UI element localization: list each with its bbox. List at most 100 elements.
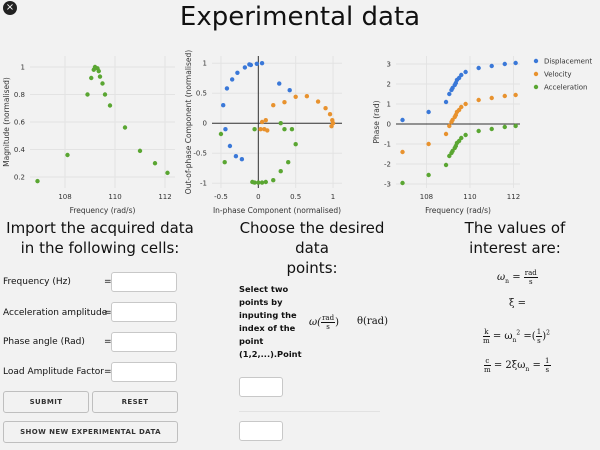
data-point <box>100 81 105 86</box>
data-point <box>329 124 334 129</box>
close-icon[interactable]: × <box>3 1 17 15</box>
data-point <box>289 127 295 132</box>
data-point <box>233 154 239 159</box>
data-point <box>122 125 128 130</box>
y-tick-label: 1 <box>21 64 25 72</box>
data-point <box>282 100 287 105</box>
y-tick-label: 2 <box>387 81 391 89</box>
legend-label: Velocity <box>544 71 571 79</box>
m-denominator: m <box>484 366 491 374</box>
legend-marker <box>533 84 539 90</box>
data-point <box>96 68 101 74</box>
omega-n-symbol: ω <box>497 272 506 283</box>
two-xi-omega-n: = 2ξω <box>493 360 526 371</box>
m-denominator: m <box>483 337 490 345</box>
acceleration-amplitude-input[interactable] <box>111 302 177 322</box>
show-new-experimental-data-button[interactable]: SHOW NEW EXPERIMENTAL DATA <box>3 421 178 443</box>
y-axis-label: Phase (rad) <box>372 100 381 143</box>
data-point <box>35 178 40 184</box>
x-tick-label: 108 <box>58 193 71 201</box>
data-point <box>271 103 276 108</box>
rad-numerator: rad <box>523 269 538 278</box>
data-point <box>252 127 257 132</box>
data-point <box>222 160 227 165</box>
c-numerator: c <box>484 357 491 366</box>
rad-per-s-fraction: rad s <box>523 269 538 286</box>
y-tick-label: 0 <box>387 121 391 129</box>
data-point <box>502 93 507 99</box>
reset-button[interactable]: RESET <box>92 391 178 413</box>
x-axis-label: Frequency (rad/s) <box>70 206 136 215</box>
data-point <box>489 63 494 69</box>
y-tick-label: 0.4 <box>14 146 26 154</box>
one-numerator: 1 <box>544 357 551 366</box>
y-tick-label: -3 <box>384 181 391 189</box>
y-tick-label: -1 <box>384 141 391 149</box>
omega-column-label: ω(rad s) <box>309 314 339 331</box>
data-point <box>252 180 257 185</box>
data-point <box>152 161 158 166</box>
frequency-label: Frequency (Hz) <box>3 277 71 287</box>
y-tick-label: -0.5 <box>193 150 207 158</box>
data-point <box>89 75 94 81</box>
data-point <box>137 148 143 154</box>
choose-heading-line1: Choose the desired data <box>239 219 385 257</box>
data-point <box>459 104 464 110</box>
rad-numerator: rad <box>321 314 336 323</box>
s-denominator: s <box>545 366 550 374</box>
page-title: Experimental data <box>179 2 421 32</box>
load-amplitude-factor-input[interactable] <box>111 362 177 382</box>
import-heading-line2: in the following cells: <box>20 239 180 257</box>
data-point <box>443 162 449 168</box>
data-point <box>218 131 224 137</box>
data-point <box>259 119 265 125</box>
point-index-input-1[interactable] <box>239 377 283 397</box>
phase-chart: 3 2 1 0 -1 -2 -3 108 110 112 Frequency (rad/s) Phas… <box>372 56 592 215</box>
y-tick-label: 0.8 <box>14 91 25 99</box>
magnitude-chart: 1 0.8 0.6 0.4 0.2 108 110 112 Frequency (rad/s) M… <box>2 56 175 215</box>
data-point <box>293 94 298 99</box>
data-point <box>286 160 291 165</box>
x-tick-label: 108 <box>420 193 433 201</box>
data-point <box>463 132 468 138</box>
s-denominator: s <box>528 278 533 286</box>
x-axis-label: In-phase Component (normalised) <box>213 206 341 215</box>
point-index-input-2[interactable] <box>239 421 283 441</box>
y-axis-label: Out-of-phase Component (normalised) <box>184 50 193 194</box>
frequency-eq: = <box>104 277 112 287</box>
data-point <box>265 128 270 133</box>
legend-marker <box>533 71 539 77</box>
data-point <box>443 99 449 105</box>
omega-n-subscript: n <box>512 337 517 344</box>
import-heading: Import the acquired data in the followin… <box>0 218 200 258</box>
x-tick-label: -0.5 <box>214 193 228 201</box>
choose-heading: Choose the desired data points: <box>222 218 402 278</box>
data-point <box>259 61 265 66</box>
y-tick-label: 3 <box>387 61 391 69</box>
y-tick-label: 0.2 <box>14 174 25 182</box>
data-point <box>476 65 481 71</box>
data-point <box>223 127 228 132</box>
frequency-input[interactable] <box>111 272 177 292</box>
data-point <box>426 172 431 178</box>
phase-angle-input[interactable] <box>111 332 177 352</box>
k-numerator: k <box>483 328 490 337</box>
y-axis-label: Magnitude (normalised) <box>2 77 11 167</box>
x-tick-label: 110 <box>108 193 121 201</box>
data-point <box>400 149 405 155</box>
data-point <box>254 61 260 66</box>
one-numerator: 1 <box>535 328 543 337</box>
data-point <box>400 180 405 186</box>
acceleration-amplitude-eq: = <box>104 308 112 318</box>
omega-n-subscript: n <box>505 278 510 285</box>
data-point <box>165 170 170 176</box>
s-denominator: s <box>537 337 541 345</box>
data-point <box>107 103 113 108</box>
data-point <box>235 70 240 75</box>
data-point <box>258 127 263 132</box>
data-point <box>476 128 481 134</box>
submit-button[interactable]: SUBMIT <box>3 391 89 413</box>
